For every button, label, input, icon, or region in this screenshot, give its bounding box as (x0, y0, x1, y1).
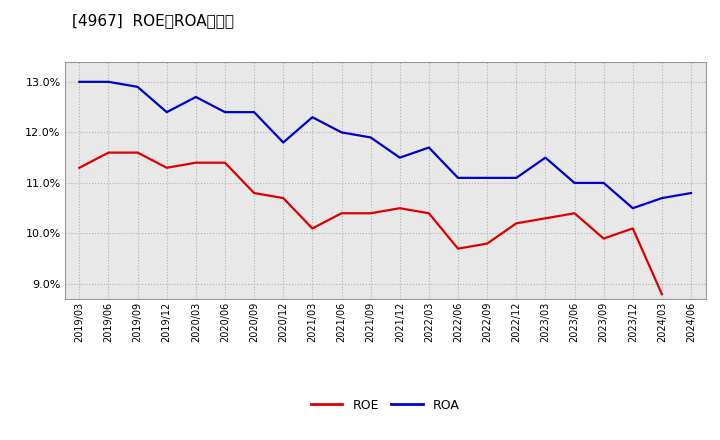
Text: [4967]  ROE、ROAの推移: [4967] ROE、ROAの推移 (72, 13, 234, 28)
Legend: ROE, ROA: ROE, ROA (306, 393, 464, 417)
